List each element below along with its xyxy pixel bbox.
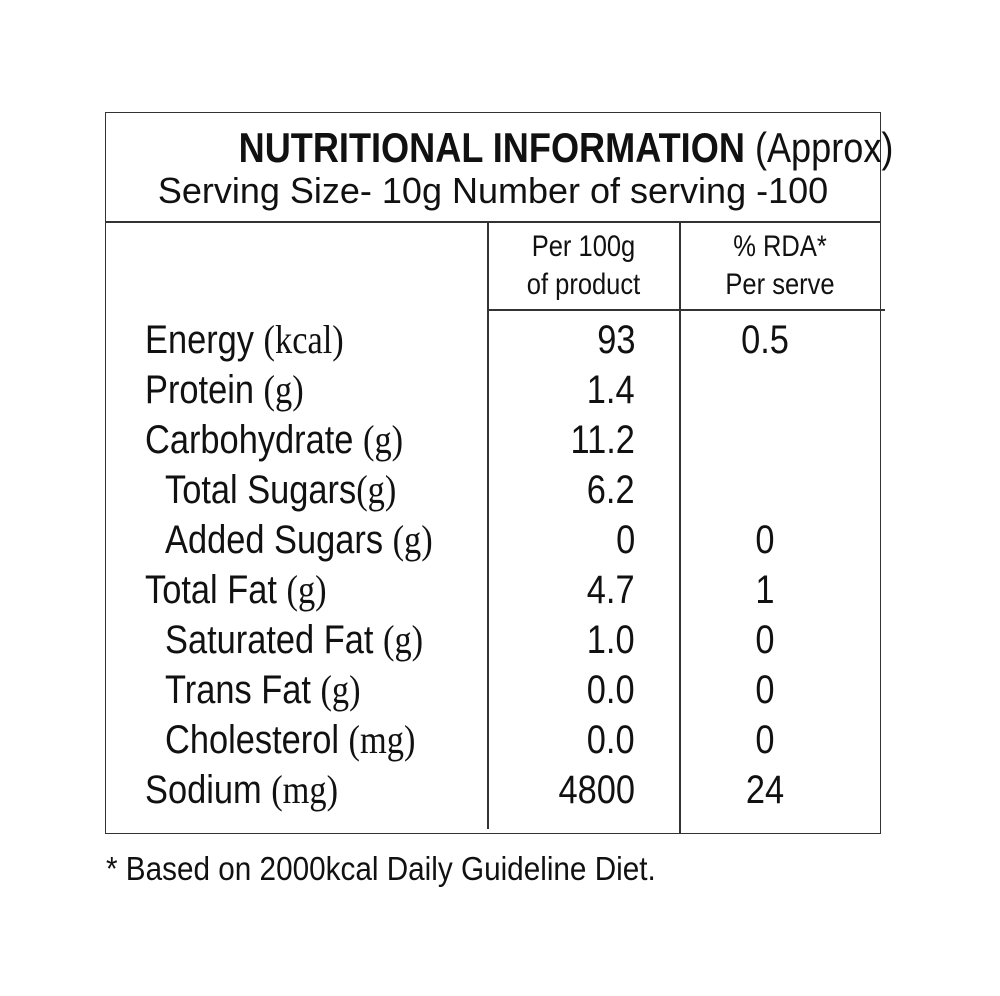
divider xyxy=(487,221,489,829)
table-row: Sodium (mg) 4800 24 xyxy=(0,765,1000,815)
table-row: Energy (kcal) 93 0.5 xyxy=(0,315,1000,365)
nutrient-name: Energy (kcal) xyxy=(145,317,344,362)
divider xyxy=(487,309,885,311)
per-100g-value: 0.0 xyxy=(587,718,635,762)
serving-info: Serving Size- 10g Number of serving -100 xyxy=(157,170,829,211)
table-row: Carbohydrate (g) 11.2 xyxy=(0,415,1000,465)
per-100g-value: 6.2 xyxy=(587,468,635,512)
rda-value: 0 xyxy=(755,668,775,712)
column-header-rda: % RDA* Per serve xyxy=(725,230,835,301)
rda-value: 0 xyxy=(755,618,775,662)
per-100g-value: 4.7 xyxy=(587,568,635,612)
table-row: Total Fat (g) 4.7 1 xyxy=(0,565,1000,615)
per-100g-value: 1.4 xyxy=(587,368,635,412)
per-100g-value: 4800 xyxy=(558,768,635,812)
divider xyxy=(679,221,681,834)
footnote: * Based on 2000kcal Daily Guideline Diet… xyxy=(106,850,656,887)
nutrient-name: Added Sugars (g) xyxy=(165,517,433,562)
table-row: Cholesterol (mg) 0.0 0 xyxy=(0,715,1000,765)
divider xyxy=(105,221,881,223)
table-row: Saturated Fat (g) 1.0 0 xyxy=(0,615,1000,665)
nutrient-name: Total Fat (g) xyxy=(145,567,327,612)
rda-value: 0 xyxy=(755,518,775,562)
column-header-per-100g: Per 100g of product xyxy=(526,230,641,301)
per-100g-value: 93 xyxy=(596,318,635,362)
nutrient-name: Sodium (mg) xyxy=(145,767,339,812)
per-100g-value: 1.0 xyxy=(587,618,635,662)
per-100g-value: 0.0 xyxy=(587,668,635,712)
rda-value: 0.5 xyxy=(741,318,789,362)
table-row: Protein (g) 1.4 xyxy=(0,365,1000,415)
table-title: NUTRITIONAL INFORMATION (Approx) xyxy=(238,124,894,171)
nutrient-name: Carbohydrate (g) xyxy=(145,417,404,462)
rda-value: 24 xyxy=(745,768,785,812)
rda-value: 1 xyxy=(755,568,775,612)
nutrient-name: Saturated Fat (g) xyxy=(165,617,424,662)
table-row: Trans Fat (g) 0.0 0 xyxy=(0,665,1000,715)
nutrient-name: Protein (g) xyxy=(145,367,304,412)
nutrition-table xyxy=(105,112,881,834)
per-100g-value: 11.2 xyxy=(570,418,635,462)
nutrient-name: Total Sugars(g) xyxy=(165,467,397,512)
nutrient-name: Cholesterol (mg) xyxy=(165,717,416,762)
table-row: Total Sugars(g) 6.2 xyxy=(0,465,1000,515)
per-100g-value: 0 xyxy=(615,518,635,562)
nutrient-name: Trans Fat (g) xyxy=(165,667,361,712)
table-row: Added Sugars (g) 0 0 xyxy=(0,515,1000,565)
rda-value: 0 xyxy=(755,718,775,762)
